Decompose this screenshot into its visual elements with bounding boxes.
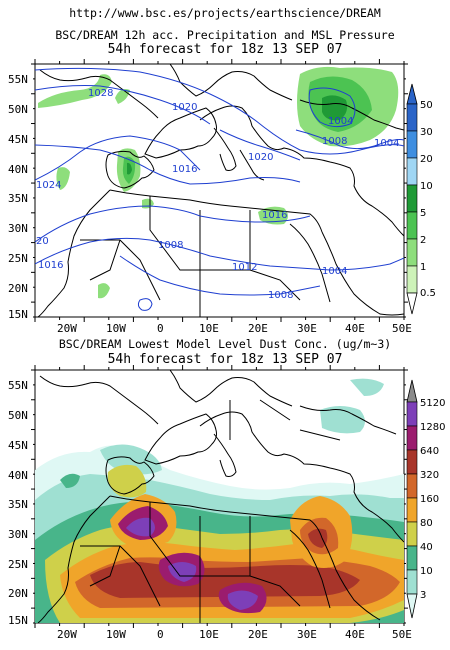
colorbar-label: 5120 xyxy=(420,398,445,409)
lat-label: 30N xyxy=(8,222,28,235)
lat-label: 40N xyxy=(8,163,28,176)
dust-concentration-areas xyxy=(35,378,404,623)
lat-label: 20N xyxy=(8,282,28,295)
lat-label: 45N xyxy=(8,439,28,452)
isobar-label: 1016 xyxy=(262,210,287,221)
dust-colorbar: 5120 1280 640 320 160 80 40 10 3 xyxy=(406,379,445,619)
colorbar-bottom-triangle xyxy=(406,593,418,619)
lon-label: 30E xyxy=(297,628,317,641)
lon-label: 30E xyxy=(297,322,317,335)
isobar-label: 1020 xyxy=(248,152,273,163)
colorbar-label: 1 xyxy=(420,262,426,273)
isobar-label: 1008 xyxy=(268,290,293,301)
lon-label: 20W xyxy=(57,322,77,335)
lat-label: 15N xyxy=(8,614,28,627)
lon-label: 0 xyxy=(157,628,164,641)
bottom-axis-ticks xyxy=(31,365,408,628)
top-lat-labels: 55N 50N 45N 40N 35N 30N 25N 20N 15N xyxy=(8,73,28,321)
precip-colorbar: 50 30 20 10 5 2 1 0.5 xyxy=(406,83,436,315)
lon-label: 40E xyxy=(345,322,365,335)
top-lon-labels: 20W 10W 0 10E 20E 30E 40E 50E xyxy=(57,322,412,335)
isobars xyxy=(35,67,404,311)
lon-label: 10E xyxy=(199,322,219,335)
lat-label: 55N xyxy=(8,379,28,392)
bottom-lon-labels: 20W 10W 0 10E 20E 30E 40E 50E xyxy=(57,628,412,641)
colorbar-label: 40 xyxy=(420,542,433,553)
colorbar-bottom-triangle xyxy=(406,292,418,315)
colorbar-label: 80 xyxy=(420,518,433,529)
lon-label: 40E xyxy=(345,628,365,641)
colorbar-label: 2 xyxy=(420,235,426,246)
colorbar-label: 640 xyxy=(420,446,439,457)
lon-label: 10E xyxy=(199,628,219,641)
lat-label: 35N xyxy=(8,498,28,511)
bottom-map: 55N 50N 45N 40N 35N 30N 25N 20N 15N 20W … xyxy=(8,365,445,641)
lon-label: 20E xyxy=(248,628,268,641)
lat-label: 30N xyxy=(8,528,28,541)
colorbar-label: 30 xyxy=(420,127,433,138)
lat-label: 50N xyxy=(8,103,28,116)
colorbar-label: 3 xyxy=(420,590,426,601)
colorbar-label: 0.5 xyxy=(420,288,436,299)
lat-label: 25N xyxy=(8,252,28,265)
lat-label: 15N xyxy=(8,308,28,321)
lon-label: 10W xyxy=(106,628,126,641)
lat-label: 25N xyxy=(8,558,28,571)
isobar-label: 1008 xyxy=(158,240,183,251)
colorbar-label: 320 xyxy=(420,470,439,481)
isobar-label: 1008 xyxy=(322,136,347,147)
lon-label: 20W xyxy=(57,628,77,641)
bottom-lat-labels: 55N 50N 45N 40N 35N 30N 25N 20N 15N xyxy=(8,379,28,627)
colorbar-label: 5 xyxy=(420,208,426,219)
colorbar-label: 160 xyxy=(420,494,439,505)
top-map: 1028 1020 1016 1020 1004 1008 1004 1024 … xyxy=(8,59,436,335)
bottom-coastlines xyxy=(37,370,404,623)
colorbar-top-triangle xyxy=(406,379,418,403)
lat-label: 55N xyxy=(8,73,28,86)
isobar-label: 1020 xyxy=(172,102,197,113)
isobar-label: 1016 xyxy=(38,260,63,271)
top-coastlines xyxy=(37,64,404,317)
top-map-title: BSC/DREAM 12h acc. Precipitation and MSL… xyxy=(55,28,395,42)
top-map-frame xyxy=(34,63,405,318)
lon-label: 10W xyxy=(106,322,126,335)
isobar-label: 20 xyxy=(36,236,49,247)
bottom-map-title: BSC/DREAM Lowest Model Level Dust Conc. … xyxy=(58,337,392,351)
lon-label: 20E xyxy=(248,322,268,335)
isobar-label: 1004 xyxy=(328,116,353,127)
top-map-subtitle: 54h forecast for 18z 13 SEP 07 xyxy=(107,42,343,57)
colorbar-label: 50 xyxy=(420,100,433,111)
isobar-label: 1028 xyxy=(88,88,113,99)
colorbar-label: 10 xyxy=(420,181,433,192)
isobar-label: 1012 xyxy=(232,262,257,273)
lat-label: 20N xyxy=(8,587,28,600)
isobar-label: 1016 xyxy=(172,164,197,175)
colorbar-label: 20 xyxy=(420,154,433,165)
isobar-label: 1024 xyxy=(36,180,61,191)
lon-label: 50E xyxy=(392,322,412,335)
colorbar-label: 10 xyxy=(420,566,433,577)
isobar-label: 1004 xyxy=(374,138,399,149)
colorbar-label: 1280 xyxy=(420,422,445,433)
lat-label: 35N xyxy=(8,192,28,205)
isobar-label: 1004 xyxy=(322,266,347,277)
bottom-map-subtitle: 54h forecast for 18z 13 SEP 07 xyxy=(107,352,343,367)
lon-label: 0 xyxy=(157,322,164,335)
lat-label: 40N xyxy=(8,469,28,482)
lon-label: 50E xyxy=(392,628,412,641)
lat-label: 50N xyxy=(8,409,28,422)
colorbar-top-triangle xyxy=(406,83,418,105)
top-axis-ticks xyxy=(31,59,408,322)
source-url: http://www.bsc.es/projects/earthscience/… xyxy=(69,6,381,20)
lat-label: 45N xyxy=(8,133,28,146)
